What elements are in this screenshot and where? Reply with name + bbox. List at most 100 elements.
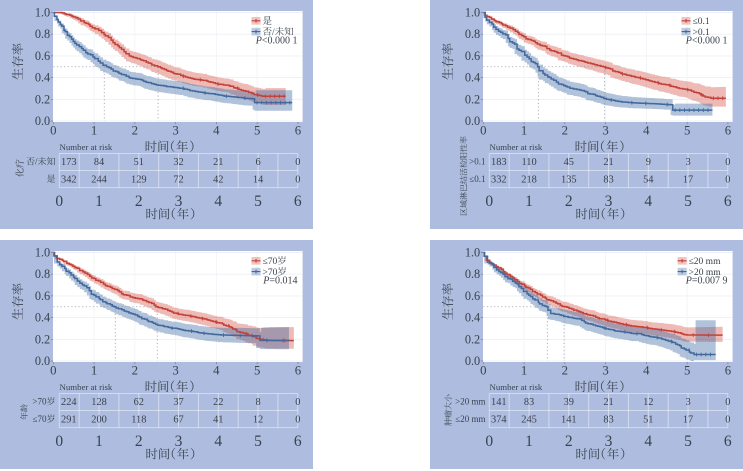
- svg-text:0.8: 0.8: [465, 27, 480, 41]
- svg-text:141: 141: [561, 414, 577, 425]
- svg-text:342: 342: [61, 174, 77, 185]
- svg-text:2: 2: [132, 124, 138, 138]
- svg-text:62: 62: [134, 397, 144, 408]
- svg-text:0.6: 0.6: [465, 289, 480, 303]
- svg-text:4: 4: [644, 433, 652, 450]
- svg-text:3: 3: [605, 193, 613, 210]
- svg-text:128: 128: [91, 397, 107, 408]
- svg-text:332: 332: [491, 174, 507, 185]
- svg-text:183: 183: [491, 157, 507, 168]
- svg-text:>70: >70: [32, 397, 47, 407]
- svg-text:45: 45: [564, 157, 574, 168]
- svg-text:0: 0: [725, 157, 730, 168]
- svg-text:5: 5: [684, 433, 692, 450]
- svg-text:5: 5: [254, 193, 262, 210]
- svg-text:0.6: 0.6: [35, 289, 50, 303]
- svg-text:4: 4: [643, 364, 650, 378]
- svg-text:4: 4: [643, 124, 650, 138]
- svg-text:5: 5: [684, 124, 690, 138]
- svg-text:291: 291: [61, 414, 77, 425]
- svg-text:2: 2: [135, 433, 143, 450]
- svg-text:3: 3: [605, 433, 613, 450]
- svg-text:0: 0: [295, 174, 300, 185]
- svg-text:≤20 mm: ≤20 mm: [689, 257, 721, 267]
- svg-text:1: 1: [525, 193, 533, 210]
- svg-text:374: 374: [491, 414, 507, 425]
- svg-text:1: 1: [521, 364, 527, 378]
- svg-text:54: 54: [643, 174, 654, 185]
- svg-text:Number at risk: Number at risk: [490, 382, 543, 392]
- svg-text:≤0.1: ≤0.1: [469, 174, 485, 184]
- svg-text:0: 0: [295, 397, 300, 408]
- svg-text:5: 5: [254, 433, 262, 450]
- svg-text:5: 5: [254, 124, 260, 138]
- svg-text:9: 9: [646, 157, 651, 168]
- svg-text:0.8: 0.8: [35, 27, 50, 41]
- svg-text:83: 83: [603, 174, 613, 185]
- svg-text:41: 41: [213, 414, 223, 425]
- svg-text:173: 173: [61, 157, 77, 168]
- svg-text:1: 1: [521, 124, 527, 138]
- svg-text:2: 2: [135, 193, 143, 210]
- svg-text:83: 83: [524, 397, 534, 408]
- svg-text:Number at risk: Number at risk: [490, 142, 543, 152]
- svg-text:0.0: 0.0: [465, 354, 480, 368]
- svg-text:1: 1: [525, 433, 533, 450]
- svg-text:≤70: ≤70: [33, 414, 47, 424]
- svg-text:12: 12: [253, 414, 263, 425]
- svg-text:1.0: 1.0: [465, 6, 480, 20]
- svg-text:P=0.007 9: P=0.007 9: [685, 275, 728, 286]
- svg-text:0.8: 0.8: [35, 267, 50, 281]
- svg-text:1.0: 1.0: [465, 246, 480, 260]
- svg-text:0.4: 0.4: [35, 311, 50, 325]
- svg-text:3: 3: [602, 124, 608, 138]
- svg-text:4: 4: [214, 433, 222, 450]
- svg-text:>0.1: >0.1: [469, 157, 485, 167]
- svg-text:P<0.000 1: P<0.000 1: [685, 35, 728, 46]
- svg-text:3: 3: [175, 433, 183, 450]
- svg-text:4: 4: [213, 124, 220, 138]
- svg-text:5: 5: [254, 364, 260, 378]
- svg-text:3: 3: [172, 124, 178, 138]
- svg-text:83: 83: [603, 414, 613, 425]
- svg-text:135: 135: [561, 174, 577, 185]
- svg-text:4: 4: [214, 193, 222, 210]
- svg-text:Number at risk: Number at risk: [60, 142, 113, 152]
- svg-text:≤0.1: ≤0.1: [693, 17, 710, 27]
- svg-text:21: 21: [213, 157, 223, 168]
- svg-text:0: 0: [725, 414, 730, 425]
- svg-text:0.6: 0.6: [35, 49, 50, 63]
- svg-text:2: 2: [565, 193, 573, 210]
- svg-text:0.2: 0.2: [35, 332, 50, 346]
- svg-text:17: 17: [683, 174, 693, 185]
- svg-text:0: 0: [55, 193, 63, 210]
- svg-text:0: 0: [295, 157, 300, 168]
- svg-text:51: 51: [643, 414, 653, 425]
- svg-text:6: 6: [294, 193, 302, 210]
- svg-text:2: 2: [565, 433, 573, 450]
- svg-text:42: 42: [213, 174, 223, 185]
- svg-text:>0.1: >0.1: [693, 28, 710, 38]
- svg-text:1.0: 1.0: [35, 6, 50, 20]
- svg-text:0.2: 0.2: [465, 92, 480, 106]
- svg-text:37: 37: [173, 397, 183, 408]
- svg-text:6: 6: [294, 433, 302, 450]
- svg-text:0: 0: [55, 433, 63, 450]
- svg-text:>20 mm: >20 mm: [455, 397, 485, 407]
- svg-text:21: 21: [603, 157, 613, 168]
- svg-text:84: 84: [94, 157, 105, 168]
- svg-text:0: 0: [485, 433, 493, 450]
- svg-text:0: 0: [485, 193, 493, 210]
- svg-text:3: 3: [172, 364, 178, 378]
- svg-text:6: 6: [725, 124, 732, 138]
- svg-text:0.6: 0.6: [465, 49, 480, 63]
- svg-text:6: 6: [725, 364, 732, 378]
- svg-text:>20 mm: >20 mm: [689, 268, 722, 278]
- svg-text:0.4: 0.4: [465, 311, 480, 325]
- svg-text:218: 218: [521, 174, 537, 185]
- svg-text:0.4: 0.4: [35, 71, 50, 85]
- svg-text:32: 32: [173, 157, 183, 168]
- svg-text:0.0: 0.0: [465, 114, 480, 128]
- svg-text:110: 110: [521, 157, 536, 168]
- svg-text:1: 1: [91, 124, 97, 138]
